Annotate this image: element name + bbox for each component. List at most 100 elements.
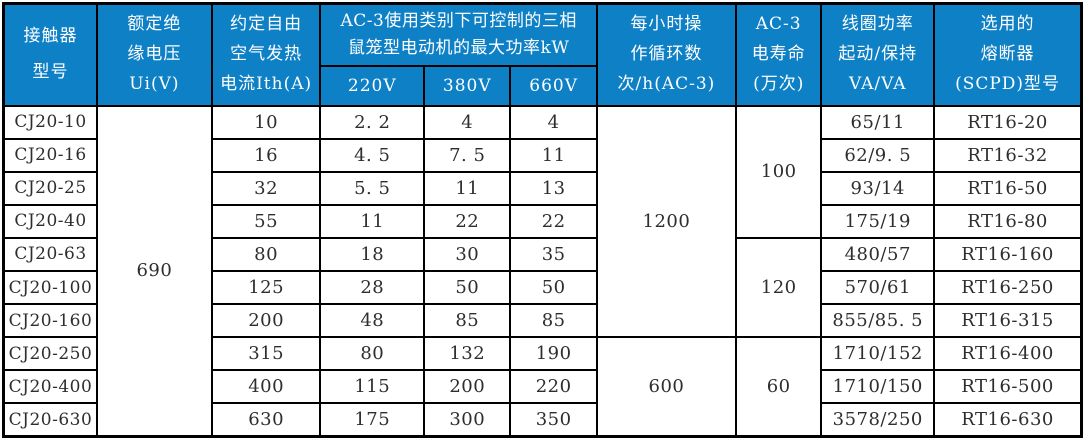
table-row: CJ20-630 630 175 300 350 3578/250 RT16-6… xyxy=(2,402,1083,438)
cell-coil-power: 570/61 xyxy=(820,269,936,306)
cell-power-660v: 220 xyxy=(509,369,598,405)
header-line: 次/h(AC-3) xyxy=(617,73,716,94)
cell-cycles-per-hour: 600 xyxy=(595,336,738,438)
cell-power-220v: 18 xyxy=(319,236,426,272)
table-body: CJ20-10 690 10 2. 2 4 4 1200 100 65/11 R… xyxy=(2,104,1083,438)
cell-coil-power: 480/57 xyxy=(820,236,936,272)
cell-model: CJ20-25 xyxy=(2,170,98,206)
cell-fuse-model: RT16-20 xyxy=(933,104,1083,140)
cell-coil-power: 1710/150 xyxy=(820,369,936,405)
cell-fuse-model: RT16-400 xyxy=(933,336,1083,372)
cell-power-380v: 132 xyxy=(423,336,512,372)
table-row: CJ20-250 315 80 132 190 600 60 1710/152 … xyxy=(2,336,1083,438)
header-line: 起动/保持 xyxy=(838,43,918,64)
cell-fuse-model: RT16-315 xyxy=(933,303,1083,339)
cell-ith: 16 xyxy=(210,137,322,173)
cell-ith: 630 xyxy=(210,402,322,438)
header-line: 每小时操 xyxy=(630,14,703,35)
cell-power-380v: 200 xyxy=(423,369,512,405)
cell-power-660v: 190 xyxy=(509,336,598,372)
cell-electrical-life: 100 xyxy=(735,104,823,239)
cell-ith: 400 xyxy=(210,369,322,405)
header-line: 电流Ith(A) xyxy=(220,73,313,94)
cell-coil-power: 855/85. 5 xyxy=(820,303,936,339)
table-row: CJ20-25 32 5. 5 11 13 93/14 RT16-50 xyxy=(2,170,1083,206)
header-contactor-model: 接触器 型号 xyxy=(2,2,98,107)
header-line: (万次) xyxy=(753,73,805,94)
table-row: CJ20-63 80 18 30 35 120 480/57 RT16-160 xyxy=(2,236,1083,339)
cell-ith: 200 xyxy=(210,303,322,339)
table-row: CJ20-40 55 11 22 22 175/19 RT16-80 xyxy=(2,203,1083,239)
cell-model: CJ20-63 xyxy=(2,236,98,272)
cell-fuse-model: RT16-50 xyxy=(933,170,1083,206)
cell-ith: 10 xyxy=(210,104,322,140)
header-line: 型号 xyxy=(32,61,69,82)
cell-power-220v: 11 xyxy=(319,203,426,239)
cell-power-380v: 30 xyxy=(423,236,512,272)
cell-coil-power: 93/14 xyxy=(820,170,936,206)
cell-coil-power: 62/9. 5 xyxy=(820,137,936,173)
table-header: 接触器 型号 额定绝 缘电压 Ui(V) 约定自由 空气发热 电流Ith(A) … xyxy=(2,2,1083,107)
header-line: 额定绝 xyxy=(127,14,182,35)
cell-coil-power: 65/11 xyxy=(820,104,936,140)
cell-power-220v: 2. 2 xyxy=(319,104,426,140)
cell-power-220v: 115 xyxy=(319,369,426,405)
cell-power-380v: 4 xyxy=(423,104,512,140)
header-380v: 380V xyxy=(423,64,512,107)
cell-model: CJ20-400 xyxy=(2,369,98,405)
cell-electrical-life: 120 xyxy=(735,236,823,339)
cell-fuse-model: RT16-500 xyxy=(933,369,1083,405)
cell-power-380v: 300 xyxy=(423,402,512,438)
cell-insulation-voltage: 690 xyxy=(95,104,213,438)
cell-cycles-per-hour: 1200 xyxy=(595,104,738,339)
cell-model: CJ20-250 xyxy=(2,336,98,372)
header-line: 缘电压 xyxy=(127,43,182,64)
header-line: (SCPD)型号 xyxy=(955,73,1061,94)
cell-fuse-model: RT16-250 xyxy=(933,269,1083,306)
header-line: 线圈功率 xyxy=(841,14,914,35)
cell-fuse-model: RT16-32 xyxy=(933,137,1083,173)
cell-power-380v: 85 xyxy=(423,303,512,339)
header-660v: 660V xyxy=(509,64,598,107)
cell-coil-power: 175/19 xyxy=(820,203,936,239)
table-row: CJ20-400 400 115 200 220 1710/150 RT16-5… xyxy=(2,369,1083,405)
header-electrical-life: AC-3 电寿命 (万次) xyxy=(735,2,823,107)
table-row: CJ20-10 690 10 2. 2 4 4 1200 100 65/11 R… xyxy=(2,104,1083,438)
table-row: CJ20-16 16 4. 5 7. 5 11 62/9. 5 RT16-32 xyxy=(2,137,1083,173)
cell-ith: 125 xyxy=(210,269,322,306)
cell-model: CJ20-16 xyxy=(2,137,98,173)
cell-electrical-life: 60 xyxy=(735,336,823,438)
header-line: 熔断器 xyxy=(980,43,1035,64)
cell-power-380v: 50 xyxy=(423,269,512,306)
cell-model: CJ20-10 xyxy=(2,104,98,140)
cell-power-380v: 22 xyxy=(423,203,512,239)
cell-model: CJ20-100 xyxy=(2,269,98,306)
cell-model: CJ20-630 xyxy=(2,402,98,438)
header-thermal-current: 约定自由 空气发热 电流Ith(A) xyxy=(210,2,322,107)
cell-power-220v: 4. 5 xyxy=(319,137,426,173)
header-line: VA/VA xyxy=(848,73,907,94)
cell-power-220v: 48 xyxy=(319,303,426,339)
header-line: AC-3 xyxy=(755,14,802,35)
cell-power-220v: 80 xyxy=(319,336,426,372)
header-line: 电寿命 xyxy=(751,43,806,64)
cell-fuse-model: RT16-80 xyxy=(933,203,1083,239)
header-coil-power: 线圈功率 起动/保持 VA/VA xyxy=(820,2,936,107)
header-line: 作循环数 xyxy=(630,43,703,64)
cell-power-660v: 22 xyxy=(509,203,598,239)
header-line: 空气发热 xyxy=(230,43,303,64)
header-operating-cycles: 每小时操 作循环数 次/h(AC-3) xyxy=(595,2,738,107)
header-line: 鼠笼型电动机的最大功率kW xyxy=(348,37,570,58)
cell-power-660v: 4 xyxy=(509,104,598,140)
cell-coil-power: 1710/152 xyxy=(820,336,936,372)
cell-power-660v: 85 xyxy=(509,303,598,339)
header-line: 选用的 xyxy=(980,14,1035,35)
cell-power-220v: 28 xyxy=(319,269,426,306)
header-fuse-model: 选用的 熔断器 (SCPD)型号 xyxy=(933,2,1083,107)
cell-model: CJ20-40 xyxy=(2,203,98,239)
table-row: CJ20-100 125 28 50 50 570/61 RT16-250 xyxy=(2,269,1083,306)
cell-ith: 32 xyxy=(210,170,322,206)
cell-ith: 55 xyxy=(210,203,322,239)
table-row: CJ20-160 200 48 85 85 855/85. 5 RT16-315 xyxy=(2,303,1083,339)
